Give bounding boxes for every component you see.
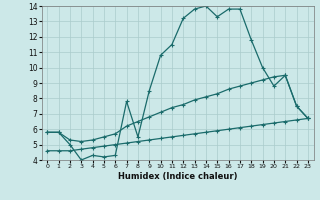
X-axis label: Humidex (Indice chaleur): Humidex (Indice chaleur) — [118, 172, 237, 181]
